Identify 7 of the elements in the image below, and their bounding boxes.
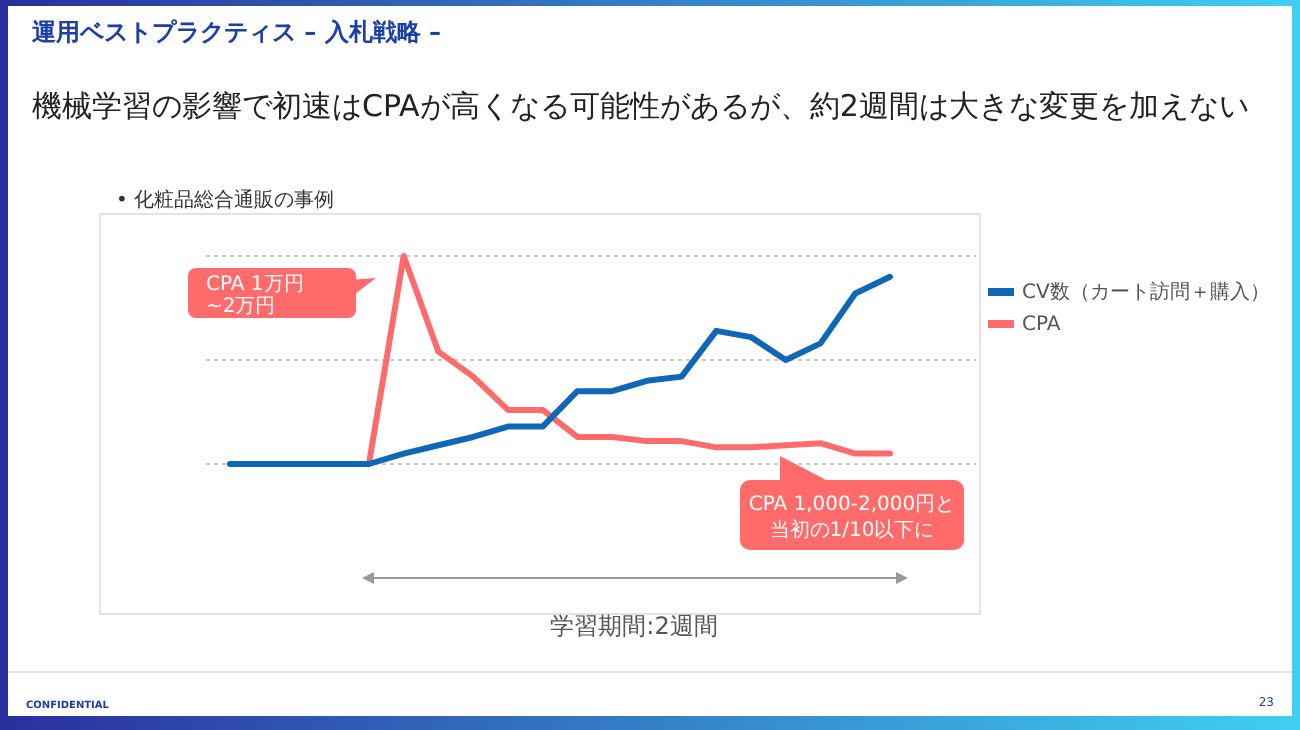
text: 学習期間:2週間 (550, 612, 718, 640)
annotation: CPA 1万円~2万円 (206, 274, 304, 318)
legend-label: CV数（カート訪問＋購入） (1022, 280, 1270, 304)
legend-label: CPA (1022, 314, 1061, 336)
chart-title: 運用ベストプラクティス – 入札戦略 – (30, 18, 442, 46)
chart-subtitle: 機械学習の影響で初速はCPAが高くなる可能性があるが、約2週間は大きな変更を加えない (32, 88, 1249, 124)
text: • 化粧品総合通販の事例 (116, 188, 335, 212)
